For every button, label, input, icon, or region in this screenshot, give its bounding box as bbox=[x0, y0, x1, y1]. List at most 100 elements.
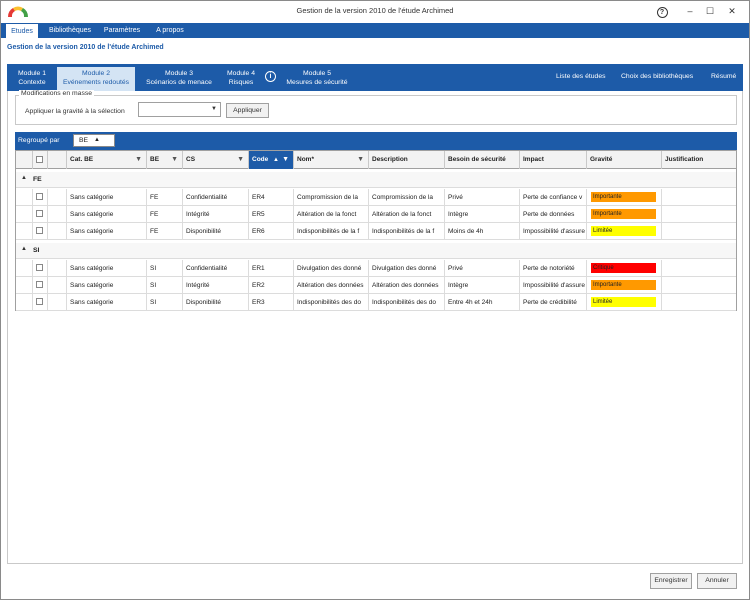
save-button[interactable]: Enregistrer bbox=[650, 573, 692, 589]
cell-be[interactable]: SI bbox=[147, 277, 183, 294]
table-row[interactable]: Sans catégorie FE Confidentialité ER4 Compro… bbox=[16, 189, 736, 206]
cell-besoin[interactable]: Intègre bbox=[445, 277, 520, 294]
cell-code[interactable]: ER1 bbox=[249, 260, 294, 277]
apply-button[interactable]: Appliquer bbox=[226, 103, 269, 118]
cell-gravite[interactable]: Critique bbox=[587, 260, 662, 277]
cell-besoin[interactable]: Privé bbox=[445, 189, 520, 206]
cell-be[interactable]: FE bbox=[147, 189, 183, 206]
collapse-icon[interactable]: ▲ bbox=[21, 246, 27, 252]
cell-justification[interactable] bbox=[662, 189, 736, 206]
header-be[interactable]: BE ▼ bbox=[147, 151, 183, 169]
menu-etudes[interactable]: Etudes bbox=[5, 23, 39, 38]
cell-cs[interactable]: Intégrité bbox=[183, 277, 249, 294]
cell-gravite[interactable]: Importante bbox=[587, 189, 662, 206]
collapse-icon[interactable]: ▲ bbox=[21, 175, 27, 181]
filter-icon[interactable]: ▼ bbox=[282, 156, 289, 163]
cell-justification[interactable] bbox=[662, 206, 736, 223]
link-resume[interactable]: Résumé bbox=[711, 73, 737, 80]
row-select[interactable] bbox=[33, 260, 48, 277]
table-row[interactable]: Sans catégorie SI Intégrité ER2 Altération d… bbox=[16, 277, 736, 294]
severity-badge[interactable]: Importante bbox=[591, 209, 656, 219]
severity-badge[interactable]: Importante bbox=[591, 192, 656, 202]
cell-nom[interactable]: Altération des données bbox=[294, 277, 369, 294]
select-all-checkbox[interactable] bbox=[36, 156, 43, 163]
table-row[interactable]: Sans catégorie FE Disponibilité ER6 Indispon… bbox=[16, 223, 736, 240]
cell-gravite[interactable]: Importante bbox=[587, 277, 662, 294]
cell-description[interactable]: Compromission de la bbox=[369, 189, 445, 206]
table-row[interactable]: Sans catégorie SI Disponibilité ER3 Indispon… bbox=[16, 294, 736, 311]
cell-impact[interactable]: Perte de notoriété bbox=[520, 260, 587, 277]
row-checkbox[interactable] bbox=[36, 264, 43, 271]
header-description[interactable]: Description bbox=[369, 151, 445, 169]
severity-badge[interactable]: Limitée bbox=[591, 226, 656, 236]
header-impact[interactable]: Impact bbox=[520, 151, 587, 169]
cell-nom[interactable]: Indisponibilités des do bbox=[294, 294, 369, 311]
help-button[interactable]: ? bbox=[653, 4, 671, 18]
cell-be[interactable]: SI bbox=[147, 260, 183, 277]
link-choix-bibliotheques[interactable]: Choix des bibliothèques bbox=[621, 73, 694, 80]
group-chip-be[interactable]: BE ▲ bbox=[73, 134, 115, 147]
severity-badge[interactable]: Critique bbox=[591, 263, 656, 273]
cell-cs[interactable]: Disponibilité bbox=[183, 223, 249, 240]
cell-nom[interactable]: Divulgation des donné bbox=[294, 260, 369, 277]
filter-icon[interactable]: ▼ bbox=[237, 156, 244, 163]
cell-cat-be[interactable]: Sans catégorie bbox=[67, 294, 147, 311]
cell-code[interactable]: ER2 bbox=[249, 277, 294, 294]
row-checkbox[interactable] bbox=[36, 227, 43, 234]
cell-impact[interactable]: Impossibilité d'assure bbox=[520, 277, 587, 294]
group-row-si[interactable]: ▲ SI bbox=[16, 243, 736, 259]
header-nom[interactable]: Nom* ▼ bbox=[294, 151, 369, 169]
header-select-all[interactable] bbox=[33, 151, 48, 169]
cell-code[interactable]: ER3 bbox=[249, 294, 294, 311]
filter-icon[interactable]: ▼ bbox=[135, 156, 142, 163]
severity-badge[interactable]: Limitée bbox=[591, 297, 656, 307]
row-select[interactable] bbox=[33, 277, 48, 294]
module-2-tab[interactable]: Module 2 Evénements redoutés bbox=[57, 67, 135, 91]
close-button[interactable]: ✕ bbox=[723, 4, 741, 18]
cell-besoin[interactable]: Privé bbox=[445, 260, 520, 277]
menu-a-propos[interactable]: A propos bbox=[156, 27, 184, 34]
header-gravite[interactable]: Gravité bbox=[587, 151, 662, 169]
info-icon[interactable]: i bbox=[265, 71, 276, 82]
row-checkbox[interactable] bbox=[36, 210, 43, 217]
cell-code[interactable]: ER4 bbox=[249, 189, 294, 206]
cell-description[interactable]: Altération de la fonct bbox=[369, 206, 445, 223]
cancel-button[interactable]: Annuler bbox=[697, 573, 737, 589]
cell-justification[interactable] bbox=[662, 260, 736, 277]
cell-cs[interactable]: Intégrité bbox=[183, 206, 249, 223]
cell-be[interactable]: FE bbox=[147, 223, 183, 240]
cell-gravite[interactable]: Limitée bbox=[587, 294, 662, 311]
cell-code[interactable]: ER6 bbox=[249, 223, 294, 240]
header-code[interactable]: Code ▲ ▼ bbox=[249, 151, 294, 169]
row-checkbox[interactable] bbox=[36, 193, 43, 200]
table-row[interactable]: Sans catégorie SI Confidentialité ER1 Divulg… bbox=[16, 260, 736, 277]
cell-justification[interactable] bbox=[662, 294, 736, 311]
cell-cat-be[interactable]: Sans catégorie bbox=[67, 260, 147, 277]
cell-justification[interactable] bbox=[662, 277, 736, 294]
cell-justification[interactable] bbox=[662, 223, 736, 240]
cell-description[interactable]: Indisponibilités de la f bbox=[369, 223, 445, 240]
module-3-tab[interactable]: Module 3 Scénarios de menace bbox=[139, 67, 219, 91]
menu-parametres[interactable]: Paramètres bbox=[103, 27, 141, 34]
cell-description[interactable]: Divulgation des donné bbox=[369, 260, 445, 277]
cell-besoin[interactable]: Intègre bbox=[445, 206, 520, 223]
cell-cs[interactable]: Disponibilité bbox=[183, 294, 249, 311]
cell-be[interactable]: FE bbox=[147, 206, 183, 223]
cell-cs[interactable]: Confidentialité bbox=[183, 260, 249, 277]
cell-description[interactable]: Indisponibilités des do bbox=[369, 294, 445, 311]
cell-description[interactable]: Altération des données bbox=[369, 277, 445, 294]
cell-impact[interactable]: Perte de crédibilité bbox=[520, 294, 587, 311]
module-1-tab[interactable]: Module 1 Contexte bbox=[7, 67, 57, 91]
cell-nom[interactable]: Indisponibilités de la f bbox=[294, 223, 369, 240]
cell-be[interactable]: SI bbox=[147, 294, 183, 311]
header-cat-be[interactable]: Cat. BE ▼ bbox=[67, 151, 147, 169]
cell-besoin[interactable]: Entre 4h et 24h bbox=[445, 294, 520, 311]
filter-icon[interactable]: ▼ bbox=[357, 156, 364, 163]
row-checkbox[interactable] bbox=[36, 281, 43, 288]
row-select[interactable] bbox=[33, 294, 48, 311]
cell-impact[interactable]: Perte de confiance v bbox=[520, 189, 587, 206]
table-row[interactable]: Sans catégorie FE Intégrité ER5 Altération d… bbox=[16, 206, 736, 223]
severity-badge[interactable]: Importante bbox=[591, 280, 656, 290]
cell-gravite[interactable]: Importante bbox=[587, 206, 662, 223]
cell-nom[interactable]: Altération de la fonct bbox=[294, 206, 369, 223]
